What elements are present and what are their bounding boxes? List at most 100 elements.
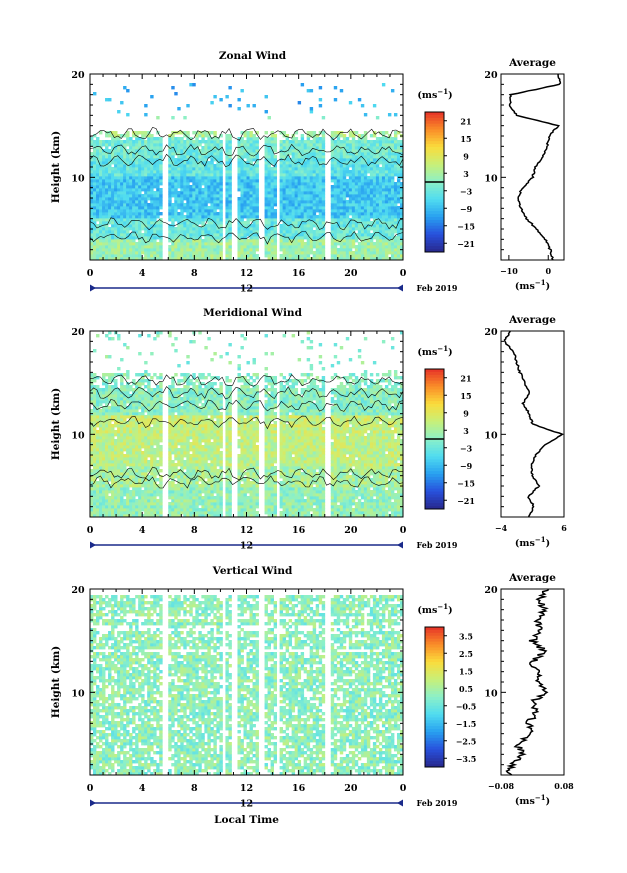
zonal-cell [303,149,308,153]
zonal-cell [375,197,380,201]
zonal-cell [339,206,344,210]
zonal-cell [369,203,374,207]
zonal-cell [183,242,187,246]
zonal-cell [132,149,136,153]
zonal-cell [108,152,112,156]
zonal-cell [312,209,317,213]
zonal-cell [351,185,356,189]
zonal-cell [99,188,103,192]
zonal-cell [297,206,302,210]
zonal-cell [189,194,193,198]
meridional-cell [102,484,106,488]
zonal-cell [339,236,344,240]
zonal-cell [216,197,220,201]
zonal-cell [336,206,341,210]
zonal-cell [204,164,208,168]
zonal-cell [333,257,338,261]
zonal-cell [141,227,145,231]
zonal-cell [336,143,341,147]
meridional-cell [120,496,124,500]
zonal-cell [348,233,353,237]
meridional-cell [90,439,94,443]
meridional-cell [138,484,142,488]
zonal-cell [363,257,368,261]
zonal-cell [156,146,160,150]
zonal-cell [294,152,299,156]
zonal-cell [309,158,314,162]
zonal-cell [273,212,277,216]
meridional-cell [117,445,121,449]
zonal-cell [135,164,139,168]
zonal-cell [183,182,187,186]
zonal-cell [129,179,133,183]
zonal-cell [177,194,181,198]
meridional-cell [117,418,121,422]
zonal-cell [108,134,112,138]
zonal-cell [246,173,250,177]
zonal-cell [159,197,163,201]
zonal-cell [345,140,350,144]
zonal-cell [396,188,401,192]
zonal-cell [393,149,398,153]
zonal-cell [399,173,404,177]
meridional-cell [129,463,133,467]
zonal-cell [123,170,127,174]
zonal-cell [141,248,145,252]
zonal-cell [339,200,344,204]
zonal-cell [363,113,368,117]
zonal-cell [399,191,404,195]
zonal-cell [363,206,368,210]
zonal-cell [297,182,302,186]
zonal-cell [378,257,383,261]
zonal-cell [399,236,404,240]
zonal-cell [225,236,229,240]
zonal-cell [255,143,259,147]
zonal-cell [96,212,100,216]
zonal-cell [297,233,302,237]
zonal-cell [147,242,151,246]
zonal-cell [93,149,97,153]
meridional-cell [96,487,100,491]
zonal-cell [264,203,268,207]
zonal-cell [279,197,284,201]
meridional-cell [129,481,133,485]
zonal-cell [207,239,211,243]
zonal-cell [156,251,160,255]
zonal-cell [144,191,148,195]
zonal-cell [285,230,290,234]
zonal-cell [132,143,136,147]
zonal-cell [216,155,220,159]
meridional-cell [117,508,121,512]
zonal-cell [396,230,401,234]
zonal-cell [99,149,103,153]
zonal-cell [390,194,395,198]
meridional-cell [114,508,118,512]
zonal-cell [189,242,193,246]
meridional-cell [117,448,121,452]
zonal-cell [141,251,145,255]
zonal-cell [315,146,320,150]
zonal-cell [363,155,368,159]
zonal-cell [141,188,145,192]
zonal-cell [117,167,121,171]
zonal-cell [120,161,124,165]
zonal-cell [297,170,302,174]
meridional-cell [105,502,109,506]
meridional-cell [102,394,106,398]
zonal-cell [384,170,389,174]
zonal-cell [168,188,172,192]
zonal-cell [336,140,341,144]
zonal-cell [147,254,151,258]
meridional-cell [132,409,136,413]
meridional-cell [93,418,97,422]
zonal-cell [117,191,121,195]
zonal-cell [132,215,136,219]
zonal-cell [183,149,187,153]
zonal-cell [201,176,205,180]
zonal-cell [321,191,326,195]
zonal-cell [282,206,287,210]
zonal-cell [297,101,302,105]
zonal-cell [180,173,184,177]
zonal-cell [363,248,368,252]
